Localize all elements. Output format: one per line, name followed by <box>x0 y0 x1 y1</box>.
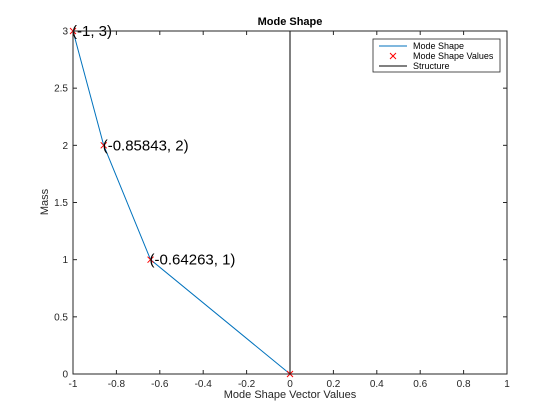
x-tick-label: 0.2 <box>326 379 340 390</box>
point-annotation: (-0.85843, 2) <box>103 137 189 154</box>
y-tick-label: 1 <box>62 255 68 266</box>
chart-title: Mode Shape <box>258 16 323 28</box>
x-axis-label: Mode Shape Vector Values <box>224 389 357 401</box>
x-tick-label: -0.6 <box>151 379 169 390</box>
series-layer <box>69 27 294 378</box>
y-tick-label: 0 <box>62 370 68 381</box>
annotation-layer: (-1, 3)(-0.85843, 2)(-0.64263, 1) <box>72 23 235 269</box>
x-tick-label: 0 <box>287 379 293 390</box>
point-annotation: (-0.64263, 1) <box>150 252 236 269</box>
mode-shape-line <box>72 30 291 375</box>
y-tick-label: 2 <box>62 141 68 152</box>
mode-shape-value-marker <box>147 256 154 264</box>
y-tick-label: 2.5 <box>54 84 68 95</box>
x-tick-label: 0.4 <box>370 379 384 390</box>
mode-shape-value-marker <box>100 141 108 149</box>
x-tick-label: -1 <box>69 379 78 390</box>
plot-frame <box>72 30 508 375</box>
legend-entry: Mode Shape <box>413 41 464 51</box>
legend-entry: Mode Shape Values <box>413 51 494 61</box>
y-tick-label: 0.5 <box>54 312 68 323</box>
x-tick-label: 0.6 <box>413 379 427 390</box>
y-tick-label: 3 <box>62 27 68 38</box>
x-tick-label: -0.2 <box>238 379 256 390</box>
legend-marker <box>389 52 397 60</box>
x-tick-label: 1 <box>504 379 510 390</box>
x-tick-label: -0.4 <box>195 379 213 390</box>
axis-ticks: -1 -0.8 -0.6 -0.4 -0.2 0 0.2 0.4 0.6 0.8 1 0 0.5 1 1.5… <box>54 27 510 391</box>
legend-entry: Structure <box>413 61 450 71</box>
x-tick-label: -0.8 <box>108 379 126 390</box>
y-axis-label: Mass <box>39 188 51 215</box>
x-tick-label: 0.8 <box>457 379 471 390</box>
y-tick-label: 1.5 <box>54 198 68 209</box>
